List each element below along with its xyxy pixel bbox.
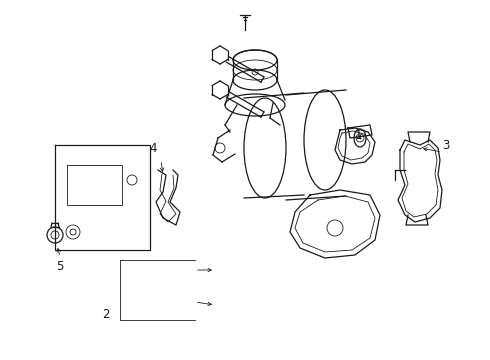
Text: 3: 3 (442, 139, 449, 152)
Text: 2: 2 (102, 309, 110, 321)
Text: 5: 5 (56, 260, 64, 273)
Text: 1: 1 (355, 129, 363, 141)
Text: 4: 4 (149, 142, 157, 155)
